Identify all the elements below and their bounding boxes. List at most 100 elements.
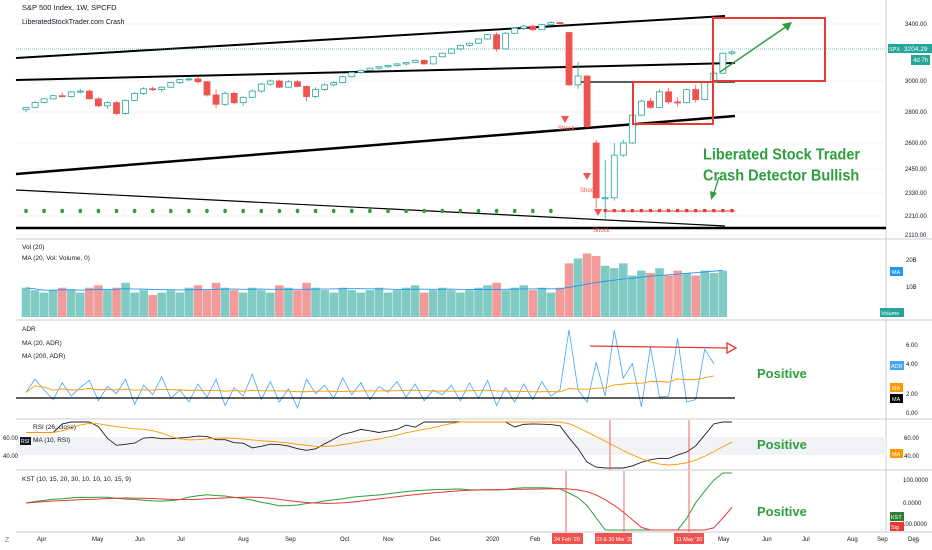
volume-ma-label: MA (20, Vol: Volume, 0) bbox=[22, 255, 90, 262]
channel-mid-line[interactable] bbox=[15, 62, 736, 81]
crash-signal-dot bbox=[205, 208, 209, 214]
volume-bar bbox=[700, 270, 710, 317]
candle-body bbox=[719, 52, 727, 74]
volume-bar bbox=[293, 290, 302, 317]
target-arrow-head bbox=[782, 22, 792, 31]
crash-signal-dot bbox=[277, 208, 282, 214]
time-tick-label: Jul bbox=[802, 537, 810, 543]
volume-bar bbox=[175, 292, 185, 317]
adr-resistance-line[interactable] bbox=[589, 345, 729, 349]
kst-tick-minus100: -100.0000 bbox=[900, 522, 928, 528]
candle-body bbox=[22, 106, 30, 111]
volume-bar bbox=[320, 290, 329, 317]
target-box[interactable] bbox=[712, 17, 826, 82]
crash-signal-dot bbox=[295, 208, 300, 214]
rsi-left-tick-60: 60.00 bbox=[3, 436, 19, 442]
support-line[interactable] bbox=[15, 114, 736, 176]
candle-body bbox=[58, 95, 66, 98]
candle-body bbox=[285, 81, 292, 88]
candle-body bbox=[330, 82, 338, 86]
volume-bar bbox=[229, 290, 239, 317]
volume-bar bbox=[519, 285, 529, 317]
candle-body bbox=[456, 44, 464, 50]
time-axis[interactable]: AprMayJunJulAugSepOctNovDec2020FebMarMay… bbox=[37, 537, 919, 543]
candle-body bbox=[230, 93, 238, 104]
candle-body bbox=[185, 78, 193, 81]
candle-body bbox=[76, 90, 84, 93]
candle-body bbox=[384, 64, 392, 68]
rsi-positive-label: Positive bbox=[757, 437, 807, 452]
candle-body bbox=[583, 75, 591, 128]
adr-tag: ADR bbox=[891, 364, 903, 370]
settings-icon[interactable]: ⚙ bbox=[913, 536, 920, 545]
volume-bar bbox=[410, 285, 420, 317]
kst-tick-100: 100.0000 bbox=[903, 478, 929, 484]
crash-signal-dot bbox=[440, 208, 445, 214]
volume-bar bbox=[673, 270, 682, 317]
candle-body bbox=[158, 86, 166, 90]
volume-bar bbox=[438, 287, 447, 317]
candle-body bbox=[221, 93, 229, 105]
volume-ma-tag-bg bbox=[890, 267, 903, 276]
crash-signal-dot bbox=[241, 208, 245, 214]
candle-body bbox=[701, 82, 709, 101]
crash-signal-dot bbox=[313, 208, 318, 214]
candle-body bbox=[547, 22, 555, 26]
volume-bar bbox=[582, 253, 592, 317]
price-tick-label: 2110.00 bbox=[905, 233, 927, 239]
crash-signal-dot bbox=[476, 208, 481, 214]
event-tag-bg-2 bbox=[595, 533, 632, 544]
kst-signal-line bbox=[25, 488, 733, 531]
volume-bar bbox=[284, 287, 293, 317]
price-tick-label: 2600.00 bbox=[905, 141, 927, 147]
crash-signal-dot bbox=[350, 208, 354, 214]
consolidation-box[interactable] bbox=[632, 81, 714, 125]
candle-body bbox=[511, 27, 519, 34]
volume-bar bbox=[401, 287, 411, 317]
volume-bar bbox=[184, 287, 194, 317]
candle-body bbox=[366, 67, 374, 71]
price-axis[interactable]: 3400.00 3000.00 2800.00 2600.00 2450.00 2330.… bbox=[905, 22, 927, 239]
crash-signal-dot bbox=[422, 208, 427, 214]
kst-line bbox=[25, 472, 732, 531]
volume-bar bbox=[247, 287, 257, 317]
volume-bar bbox=[447, 290, 456, 317]
candle-body bbox=[565, 32, 573, 86]
volume-bar bbox=[220, 287, 230, 317]
volume-bar bbox=[474, 287, 483, 317]
adr-title: ADR bbox=[22, 326, 36, 333]
volume-bar bbox=[57, 287, 67, 317]
price-tick-label: 2210.00 bbox=[905, 214, 927, 220]
symbol-tag-bg bbox=[888, 44, 903, 53]
adr-tick-0: 0.00 bbox=[906, 411, 918, 417]
time-tick-label: Jun bbox=[135, 537, 145, 543]
candle-body bbox=[638, 100, 645, 116]
adr-ma-tag-bg-2 bbox=[890, 394, 903, 403]
last-price-tag: 3204.29 bbox=[904, 46, 928, 53]
volume-bar bbox=[600, 265, 610, 317]
candle-body bbox=[502, 32, 510, 50]
candle-body bbox=[411, 59, 419, 63]
candle-body bbox=[728, 51, 736, 54]
channel-top-line[interactable] bbox=[15, 15, 726, 59]
candle-body bbox=[466, 42, 473, 46]
crash-signal-dot bbox=[24, 208, 28, 214]
candle-body bbox=[665, 91, 672, 103]
lower-support-line[interactable] bbox=[15, 189, 726, 227]
volume-bar bbox=[546, 292, 556, 317]
volume-bar bbox=[85, 287, 94, 317]
candle-body bbox=[402, 62, 410, 65]
shock-label-1: Shock bbox=[558, 126, 576, 132]
target-arrow-line[interactable] bbox=[719, 23, 791, 73]
time-tick-label: Jun bbox=[762, 537, 772, 543]
candle-body bbox=[266, 80, 274, 85]
timezone-icon[interactable]: Z bbox=[5, 537, 10, 544]
adr-arrow-head bbox=[726, 341, 738, 355]
crash-signal-dot bbox=[78, 208, 83, 214]
candle-body bbox=[438, 52, 446, 58]
candle-body bbox=[493, 34, 501, 50]
countdown-tag: 4d 7h bbox=[913, 58, 928, 64]
candle-body bbox=[140, 88, 148, 94]
volume-bar bbox=[718, 270, 728, 317]
crash-signal-dot bbox=[187, 208, 191, 214]
